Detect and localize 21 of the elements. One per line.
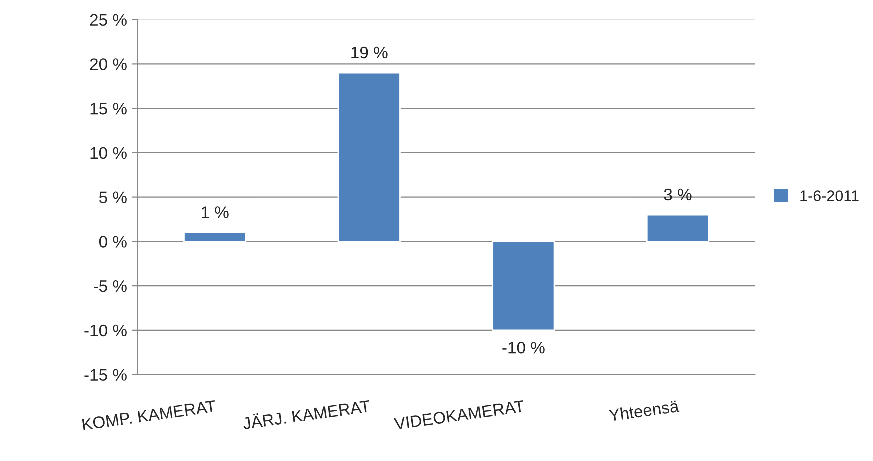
bar — [338, 72, 401, 242]
x-tick-label: Yhteensä — [608, 400, 680, 422]
y-tick-label: 25 % — [90, 14, 127, 26]
x-tick-label: KOMP. KAMERAT — [82, 400, 216, 431]
y-tick-label: -10 % — [84, 324, 127, 337]
y-tick-label: 15 % — [90, 103, 127, 115]
text: -10 % — [502, 342, 545, 354]
text: 3 % — [664, 188, 692, 201]
y-tick-label: 0 % — [99, 236, 127, 248]
legend-label: 1-6-2011 — [800, 190, 859, 202]
y-tick-label: 10 % — [90, 147, 127, 160]
bar — [184, 232, 247, 242]
y-tick-label: 20 % — [90, 58, 127, 70]
y-tick-label: 5 % — [99, 192, 127, 204]
bar — [646, 214, 710, 242]
y-tick-label: -15 % — [84, 369, 127, 381]
text: 1 % — [202, 206, 229, 218]
y-tick-label: -5 % — [94, 280, 127, 292]
text: 19 % — [352, 46, 388, 59]
x-tick-label: JÄRJ. KAMERAT — [242, 398, 371, 430]
bar — [492, 240, 556, 332]
